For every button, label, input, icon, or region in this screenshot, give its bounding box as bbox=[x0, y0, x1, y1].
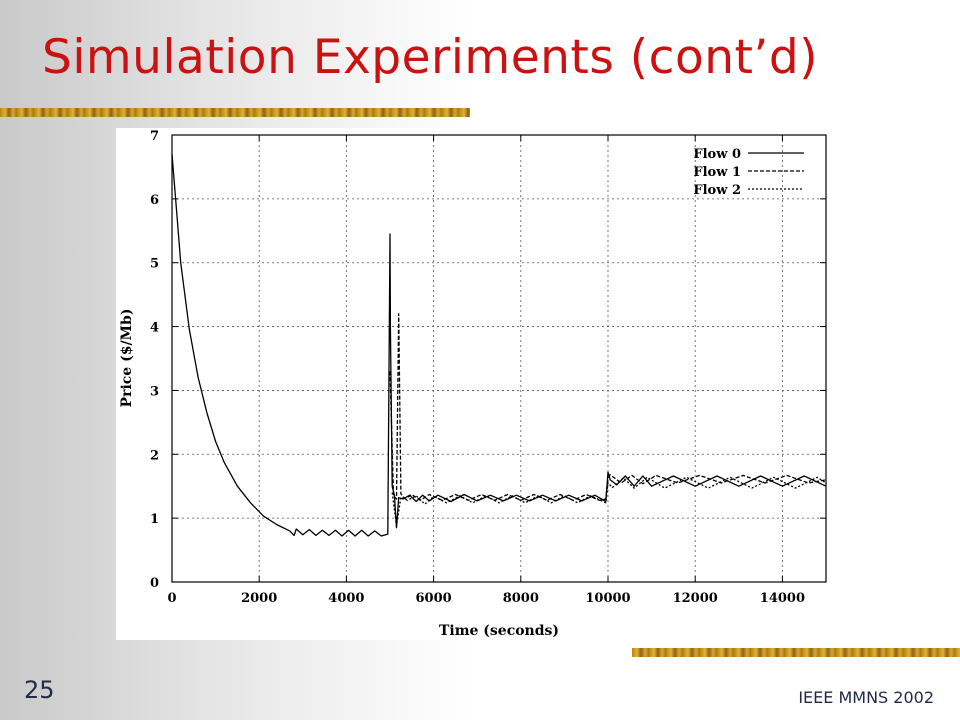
page-number: 25 bbox=[24, 676, 55, 704]
y-tick-label: 7 bbox=[150, 129, 159, 144]
footer-text: IEEE MMNS 2002 bbox=[798, 688, 934, 707]
series-line-flow-0 bbox=[171, 154, 827, 537]
series-lines bbox=[171, 154, 827, 537]
grid bbox=[172, 135, 826, 582]
decorative-stripe-bottom bbox=[632, 648, 960, 657]
x-tick-label: 2000 bbox=[241, 591, 277, 606]
legend-label: Flow 1 bbox=[693, 165, 741, 180]
axis-ticks: 0 2000 4000 6000 8000 10000 12000 14000 0 1 2 3 4 5 6 7 bbox=[150, 129, 826, 606]
y-tick-label: 1 bbox=[150, 512, 159, 527]
x-tick-label: 0 bbox=[167, 591, 176, 606]
legend-label: Flow 0 bbox=[693, 147, 741, 162]
x-tick-label: 4000 bbox=[328, 591, 364, 606]
y-tick-label: 5 bbox=[150, 257, 159, 272]
y-tick-label: 2 bbox=[150, 448, 159, 463]
price-chart: 0 2000 4000 6000 8000 10000 12000 14000 0 1 2 3 4 5 6 7… bbox=[119, 129, 827, 639]
y-tick-label: 6 bbox=[150, 193, 159, 208]
series-line-flow-1 bbox=[389, 313, 827, 501]
slide-title: Simulation Experiments (cont’d) bbox=[42, 30, 819, 85]
y-tick-label: 0 bbox=[150, 576, 159, 591]
y-tick-label: 3 bbox=[150, 384, 159, 399]
x-axis-label: Time (seconds) bbox=[439, 623, 559, 639]
y-axis-label: Price ($/Mb) bbox=[119, 309, 135, 408]
plot-frame bbox=[171, 134, 827, 583]
chart-panel: 0 2000 4000 6000 8000 10000 12000 14000 0 1 2 3 4 5 6 7… bbox=[116, 128, 832, 640]
x-tick-label: 12000 bbox=[673, 591, 718, 606]
chart-legend: Flow 0 Flow 1 Flow 2 bbox=[693, 147, 804, 198]
x-tick-label: 10000 bbox=[585, 591, 630, 606]
x-tick-label: 6000 bbox=[416, 591, 452, 606]
x-tick-label: 8000 bbox=[503, 591, 539, 606]
legend-label: Flow 2 bbox=[693, 183, 741, 198]
decorative-stripe-top bbox=[0, 108, 470, 117]
x-tick-label: 14000 bbox=[760, 591, 805, 606]
y-tick-label: 4 bbox=[150, 321, 159, 336]
